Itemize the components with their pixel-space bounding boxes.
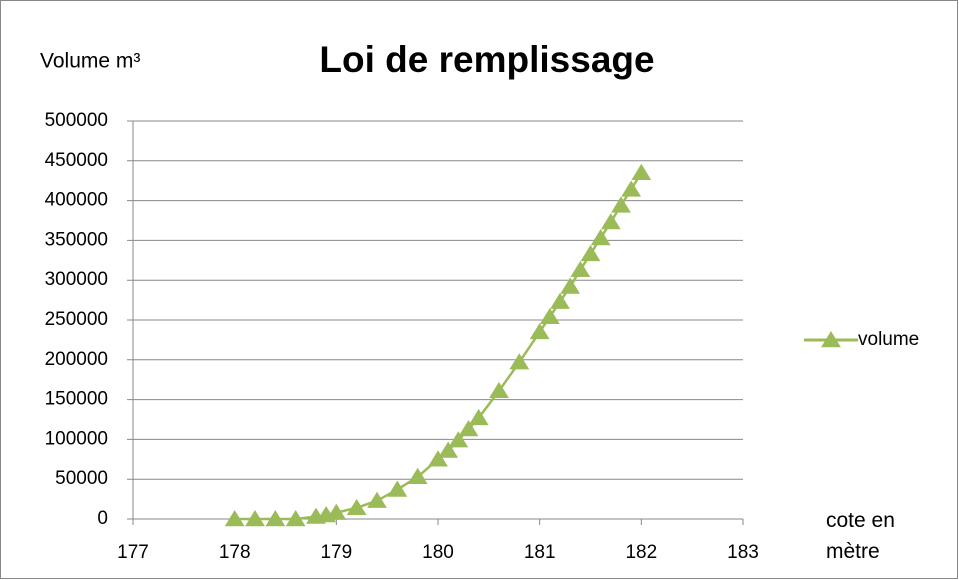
marker: [621, 180, 642, 197]
marker: [590, 229, 611, 246]
marker: [407, 467, 428, 485]
marker: [448, 431, 469, 448]
x-tick-label: 183: [727, 542, 759, 563]
y-tick-label: 200000: [45, 349, 108, 370]
y-tick-label: 450000: [45, 150, 108, 171]
y-tick-label: 350000: [45, 229, 108, 250]
y-tick-label: 0: [97, 508, 108, 529]
y-tick-label: 150000: [45, 389, 108, 410]
marker: [438, 441, 459, 458]
x-axis-label: cote en mètre: [826, 509, 895, 563]
marker: [224, 510, 245, 527]
marker: [509, 353, 530, 370]
legend-label: volume: [858, 329, 919, 350]
marker: [580, 244, 601, 262]
marker: [560, 277, 581, 294]
marker: [529, 322, 550, 340]
marker: [346, 498, 367, 516]
marker: [611, 196, 631, 213]
marker: [428, 450, 448, 467]
y-tick-label: 100000: [45, 428, 108, 449]
marker: [489, 381, 509, 399]
y-tick-label: 500000: [45, 110, 108, 131]
marker: [550, 292, 570, 309]
marker: [458, 420, 479, 437]
marker: [285, 510, 306, 527]
y-tick-label: 300000: [45, 269, 108, 290]
legend-marker: [821, 331, 841, 348]
x-tick-label: 177: [117, 542, 149, 563]
marker: [387, 480, 408, 497]
marker: [265, 510, 286, 527]
chart-title: Loi de remplissage: [319, 39, 654, 80]
y-tick-label: 250000: [45, 309, 108, 330]
marker: [570, 260, 591, 278]
y-axis-label: Volume m³: [40, 50, 140, 73]
marker: [468, 408, 489, 426]
marker: [367, 491, 387, 508]
marker: [600, 213, 621, 230]
x-tick-label: 181: [524, 542, 556, 563]
x-tick-label: 182: [625, 542, 657, 563]
x-tick-label: 180: [422, 542, 454, 563]
y-tick-label: 400000: [45, 190, 108, 211]
y-tick-label: 50000: [55, 468, 108, 489]
x-tick-label: 179: [320, 542, 352, 563]
marker: [326, 503, 347, 520]
marker: [245, 510, 265, 527]
x-tick-label: 178: [219, 542, 251, 563]
marker: [539, 307, 560, 325]
marker: [631, 163, 652, 180]
